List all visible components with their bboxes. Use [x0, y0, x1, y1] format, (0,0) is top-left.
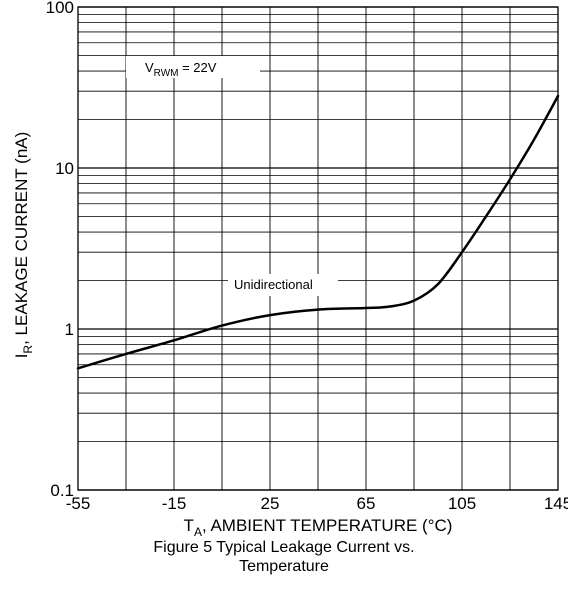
y-tick-label: 100 [46, 0, 74, 17]
plot-frame [77, 6, 559, 491]
x-tick-labels: -55 -15 25 65 105 145 [66, 494, 568, 513]
x-tick-label: 105 [448, 494, 476, 513]
figure-caption-line-1: Figure 5 Typical Leakage Current vs. [153, 539, 415, 556]
y-tick-label: 1 [65, 320, 74, 339]
x-tick-label: 65 [357, 494, 376, 513]
y-tick-label: 10 [55, 159, 74, 178]
vrwm-label-background [126, 56, 260, 78]
y-tick-label: 0.1 [50, 481, 74, 500]
unidirectional-label-background [228, 274, 338, 296]
x-tick-label: 25 [261, 494, 280, 513]
unidirectional-label: Unidirectional [234, 277, 313, 292]
y-axis-label: IR, LEAKAGE CURRENT (nA) [12, 132, 35, 359]
x-tick-label: -15 [162, 494, 187, 513]
x-tick-label: 145 [544, 494, 568, 513]
x-tick-label: -55 [66, 494, 91, 513]
x-axis-label: TA, AMBIENT TEMPERATURE (°C) [184, 516, 453, 539]
y-tick-labels: 0.1 1 10 100 [46, 0, 74, 500]
series-line-unidirectional [76, 94, 560, 370]
vrwm-label: VRWM = 22V [145, 60, 217, 79]
figure-caption-line-2: Temperature [239, 558, 329, 575]
